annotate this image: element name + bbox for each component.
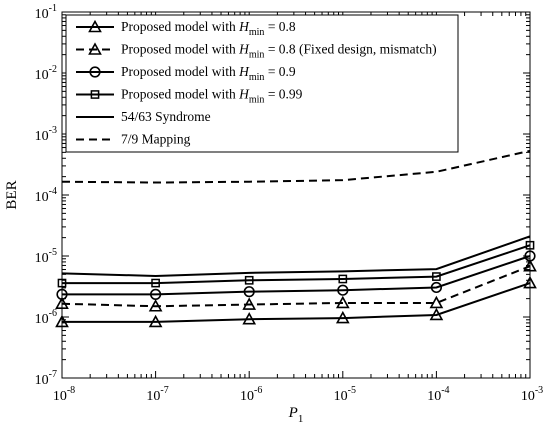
series-line-2 bbox=[61, 265, 531, 308]
y-tick-label: 10-3 bbox=[35, 125, 57, 144]
x-tick-label: 10-3 bbox=[521, 385, 543, 404]
legend-entry-5: 54/63 Syndrome bbox=[121, 109, 211, 124]
legend-entry-3: Proposed model with Hmin = 0.9 bbox=[121, 64, 296, 83]
series-4-point bbox=[432, 272, 441, 281]
series-1-point bbox=[242, 312, 257, 325]
series-2-point bbox=[429, 295, 444, 309]
series-3-point bbox=[430, 281, 443, 294]
y-tick-label: 10-5 bbox=[35, 247, 57, 266]
y-tick-label: 10-6 bbox=[35, 308, 57, 327]
series-3-point bbox=[243, 286, 255, 298]
legend-marker bbox=[90, 90, 100, 99]
series-line-4 bbox=[62, 244, 531, 285]
plot-frame bbox=[61, 11, 531, 379]
x-tick-label: 10-4 bbox=[427, 385, 449, 404]
series-4-point bbox=[244, 275, 254, 285]
legend-entry-6: 7/9 Mapping bbox=[121, 132, 191, 147]
series-line-3 bbox=[62, 255, 531, 296]
series-1-point bbox=[429, 307, 444, 321]
series-4-point bbox=[151, 278, 160, 288]
series-2-point bbox=[242, 297, 257, 310]
series-line-5 bbox=[61, 235, 531, 278]
legend-box bbox=[65, 14, 459, 153]
x-tick-labels: 10-8 10-7 10-6 10-5 10-4 10-3 bbox=[53, 385, 543, 404]
series-1-point bbox=[335, 310, 350, 324]
series-line-6 bbox=[61, 149, 531, 184]
legend-entry-2: Proposed model with Hmin = 0.8 (Fixed de… bbox=[121, 42, 437, 61]
axis-ticks bbox=[61, 11, 531, 379]
series-2-point bbox=[148, 299, 163, 312]
y-tick-label: 10-2 bbox=[35, 64, 57, 83]
legend-entry-4: Proposed model with Hmin = 0.99 bbox=[121, 87, 303, 106]
y-tick-label: 10-7 bbox=[35, 369, 57, 388]
x-tick-label: 10-6 bbox=[240, 385, 262, 404]
legend: Proposed model with Hmin = 0.8 Proposed m… bbox=[65, 14, 459, 153]
x-tick-label: 10-8 bbox=[53, 385, 75, 404]
legend-marker bbox=[88, 42, 102, 55]
series-4-point bbox=[338, 274, 348, 284]
legend-marker bbox=[88, 19, 102, 33]
series-1-point bbox=[148, 314, 163, 328]
series-2-point bbox=[335, 295, 350, 309]
series-line-1 bbox=[62, 282, 531, 323]
legend-entry-1: Proposed model with Hmin = 0.8 bbox=[121, 19, 296, 38]
x-tick-label: 10-5 bbox=[334, 385, 356, 404]
x-axis-label: P1 bbox=[288, 405, 304, 425]
y-tick-label: 10-1 bbox=[35, 3, 57, 22]
y-tick-label: 10-4 bbox=[35, 186, 57, 205]
y-axis-label: BER bbox=[4, 180, 20, 209]
x-tick-label: 10-7 bbox=[146, 385, 168, 404]
legend-marker bbox=[89, 66, 101, 78]
y-tick-labels: 10-7 10-6 10-5 10-4 10-3 10-2 10-1 bbox=[35, 3, 57, 388]
series-markers bbox=[55, 240, 537, 328]
series-lines bbox=[61, 149, 531, 323]
series-3-point bbox=[337, 284, 349, 296]
series-3-point bbox=[150, 288, 162, 300]
